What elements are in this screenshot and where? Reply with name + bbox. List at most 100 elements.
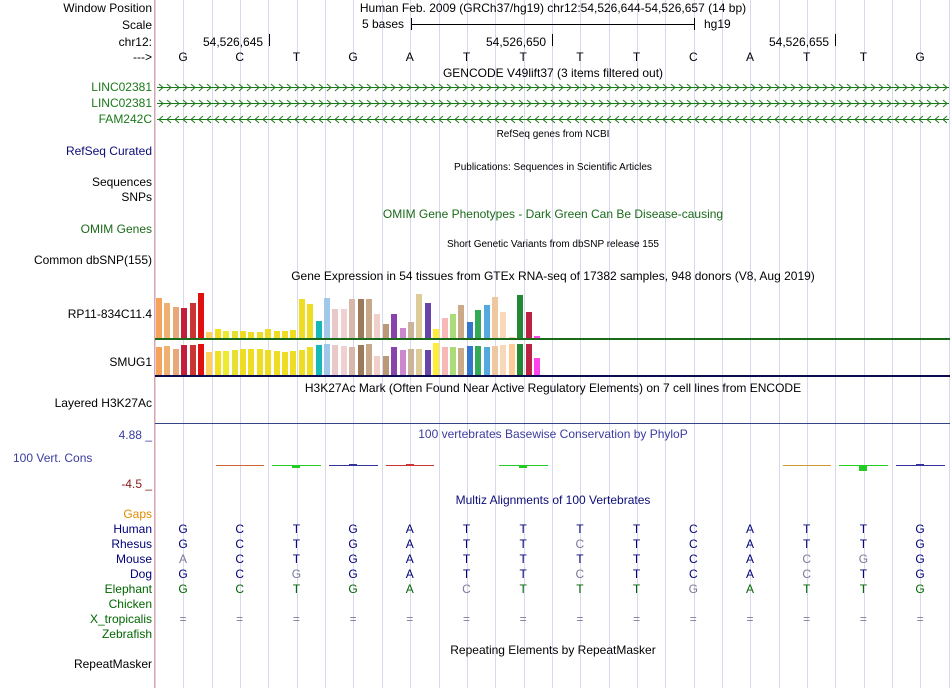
sequence-base[interactable]: G [915,50,925,64]
sequence-base[interactable]: T [859,50,868,64]
cons-track[interactable] [155,440,950,490]
gtex-bar[interactable] [349,299,356,338]
gencode-title[interactable]: GENCODE V49lift37 (3 items filtered out) [442,66,664,80]
gtex-bar[interactable] [466,346,473,375]
sequence-base[interactable]: C [688,50,698,64]
gtex-bar[interactable] [382,356,389,375]
gtex-bar[interactable] [416,294,423,338]
gtex-bar[interactable] [231,331,238,338]
omim-label[interactable]: OMIM Genes [80,222,152,236]
snps-label[interactable]: SNPs [121,190,152,204]
gtex-bar[interactable] [366,344,372,375]
sequence-base[interactable]: T [576,50,584,64]
cons-bar[interactable] [405,464,414,465]
gtex-bar[interactable] [290,330,297,338]
gtex-title[interactable]: Gene Expression in 54 tissues from GTEx … [291,269,815,283]
gtex-bar[interactable] [265,329,272,338]
gtex-chart-rp11[interactable] [155,284,950,340]
dbsnp-label[interactable]: Common dbSNP(155) [33,253,152,267]
gtex-bar[interactable] [483,305,490,338]
cons-bar[interactable] [859,465,868,471]
window-position-label[interactable]: Window Position [63,1,152,15]
gencode-gene-2-label[interactable]: LINC02381 [91,96,152,110]
refseq-title[interactable]: RefSeq genes from NCBI [496,129,610,140]
gtex-bar[interactable] [198,293,204,338]
gtex-bar[interactable] [492,346,498,375]
gtex-bar[interactable] [500,345,507,375]
gtex-bar[interactable] [450,314,456,338]
gencode-gene-1-track[interactable] [157,83,949,92]
cons-bar[interactable] [802,465,811,466]
gtex-bar[interactable] [374,314,381,338]
gencode-gene-2-track[interactable] [157,99,949,108]
species-label[interactable]: X_tropicalis [89,612,152,626]
gtex-bar[interactable] [408,349,414,375]
gtex-bar[interactable] [441,318,448,338]
species-label[interactable]: Elephant [104,582,152,596]
gtex-bar[interactable] [475,346,482,375]
gtex-bar[interactable] [181,345,188,375]
gtex-bar[interactable] [433,343,440,375]
gtex-gene-2-label[interactable]: SMUG1 [109,355,152,369]
gtex-bar[interactable] [256,349,263,375]
gtex-bar[interactable] [475,310,482,338]
gtex-bar[interactable] [206,332,213,338]
sequence-base[interactable]: C [235,50,245,64]
gaps-label[interactable]: Gaps [123,507,152,521]
gtex-bar[interactable] [290,351,297,375]
gtex-bar[interactable] [483,347,490,375]
gtex-bar[interactable] [517,295,524,338]
gtex-bar[interactable] [248,349,255,375]
gtex-bar[interactable] [206,352,213,375]
species-label[interactable]: Zebrafish [101,627,152,641]
gtex-bar[interactable] [282,331,288,338]
gtex-bar[interactable] [340,346,347,375]
gtex-bar[interactable] [508,337,515,338]
cons-title[interactable]: 100 vertebrates Basewise Conservation by… [418,427,688,441]
gtex-bar[interactable] [374,356,381,375]
repeat-title[interactable]: Repeating Elements by RepeatMasker [450,643,656,657]
gtex-bar[interactable] [315,345,322,375]
gtex-bar[interactable] [424,350,431,375]
gtex-bar[interactable] [214,329,221,338]
gtex-bar[interactable] [156,298,162,338]
species-label[interactable]: Mouse [115,552,152,566]
gtex-bar[interactable] [517,344,524,375]
sequence-base[interactable]: T [519,50,527,64]
scale-label[interactable]: Scale [121,18,152,32]
cons-bar[interactable] [235,465,244,466]
gtex-bar[interactable] [256,332,263,338]
gtex-bar[interactable] [441,347,448,375]
species-label[interactable]: Chicken [108,597,152,611]
gtex-bar[interactable] [525,344,532,375]
gtex-bar[interactable] [265,350,272,375]
gtex-bar[interactable] [189,303,196,338]
gtex-bar[interactable] [466,322,473,338]
cons-bar[interactable] [349,464,358,465]
gtex-bar[interactable] [433,329,440,338]
gtex-bar[interactable] [273,351,280,375]
sequence-base[interactable]: T [632,50,641,64]
gtex-bar[interactable] [315,321,322,338]
gtex-bar[interactable] [223,331,230,338]
gtex-bar[interactable] [534,336,540,338]
refseq-label[interactable]: RefSeq Curated [65,144,152,158]
gtex-bar[interactable] [231,350,238,375]
gtex-bar[interactable] [273,331,280,338]
h3k27ac-title[interactable]: H3K27Ac Mark (Often Found Near Active Re… [304,381,802,395]
gtex-bar[interactable] [458,305,465,338]
gtex-bar[interactable] [492,297,498,338]
gtex-bar[interactable] [357,299,364,338]
gtex-bar[interactable] [172,349,179,375]
repeat-label[interactable]: RepeatMasker [73,657,152,671]
h3k27ac-label[interactable]: Layered H3K27Ac [54,396,152,410]
cons-bar[interactable] [292,465,301,468]
gencode-gene-3-track[interactable] [157,115,949,124]
gtex-bar[interactable] [424,303,431,338]
gtex-bar[interactable] [458,348,465,375]
gtex-bar[interactable] [332,345,339,375]
gtex-bar[interactable] [391,314,398,338]
gtex-bar[interactable] [534,358,540,375]
gtex-bar[interactable] [214,351,221,375]
gencode-gene-1-label[interactable]: LINC02381 [91,80,152,94]
